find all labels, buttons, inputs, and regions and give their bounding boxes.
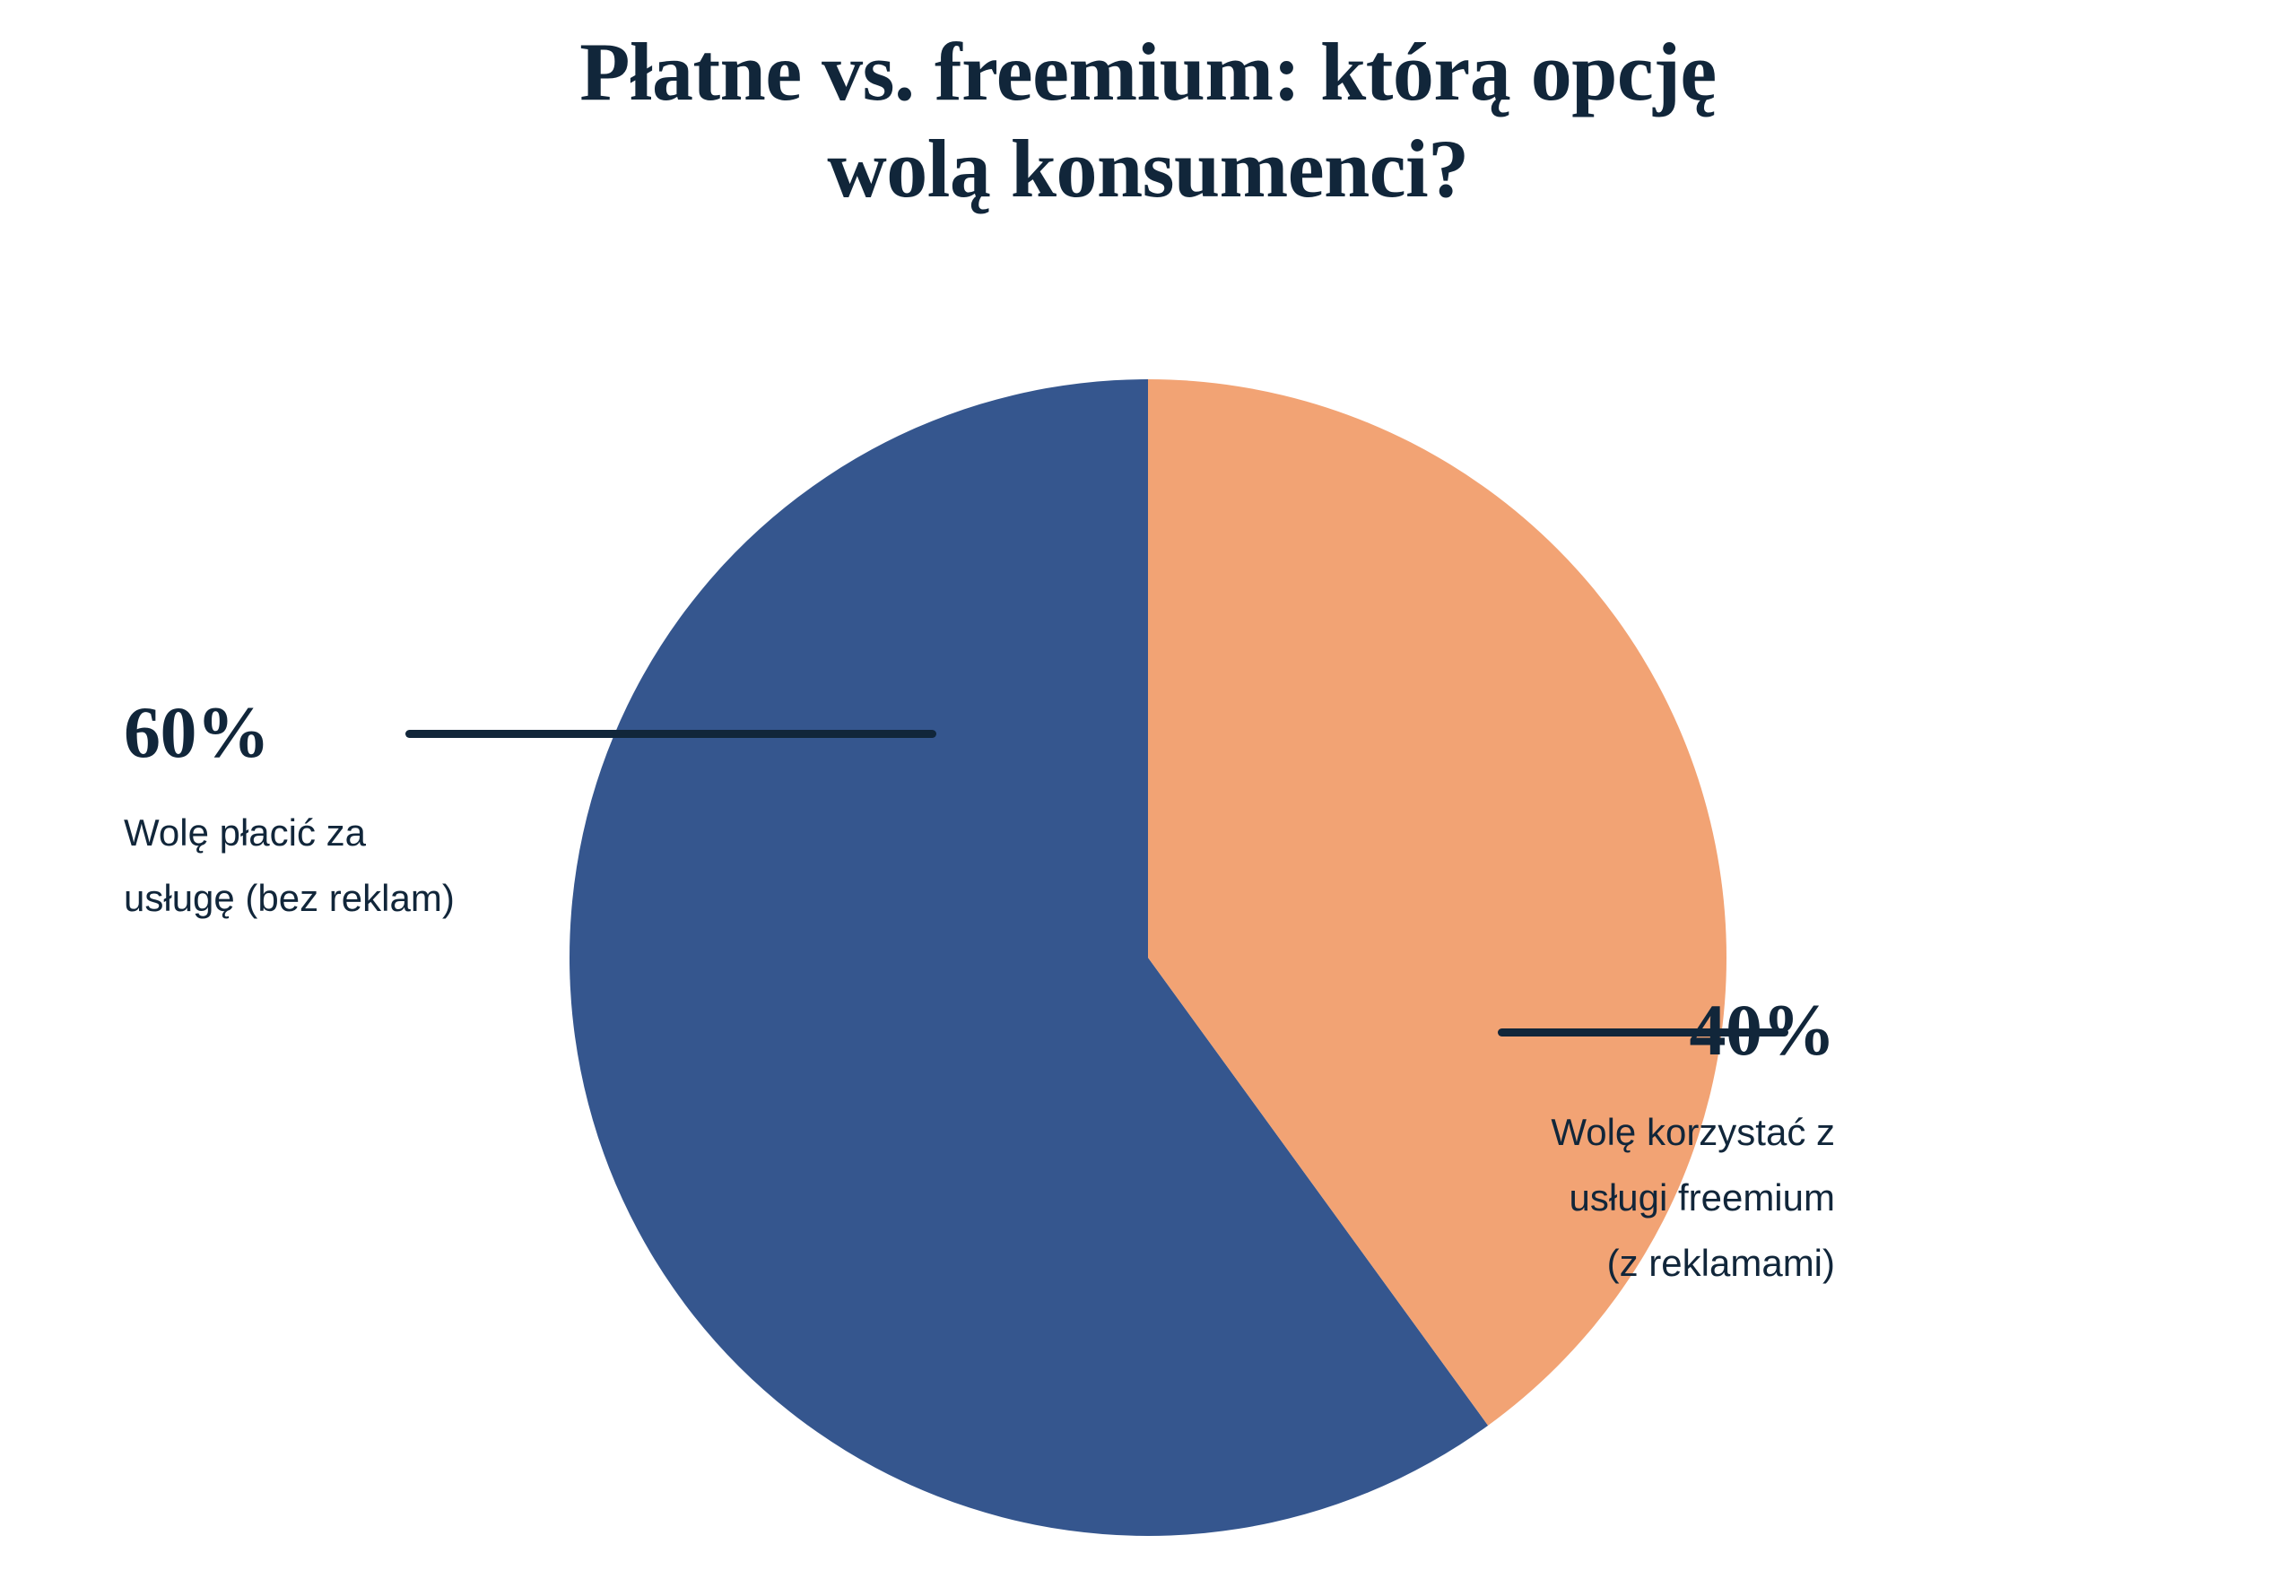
leader-line-paid: [405, 730, 936, 738]
callout-description-paid: Wolę płacić za usługę (bez reklam): [124, 811, 455, 919]
pie-chart-svg: [570, 379, 1727, 1536]
page-title: Płatne vs. freemium: którą opcję wolą ko…: [579, 26, 1717, 214]
callout-paid: 60% Wolę płacić za usługę (bez reklam): [124, 696, 554, 931]
leader-line-freemium: [1498, 1028, 1788, 1037]
pie-slice-freemium[interactable]: [1148, 379, 1727, 1426]
pie-chart: [570, 379, 1727, 1536]
callout-value-freemium: 40%: [1689, 989, 1836, 1071]
callout-value-paid: 60%: [124, 691, 270, 773]
callout-description-freemium: Wolę korzystać z usługi freemium (z rekl…: [1551, 1111, 1835, 1284]
callout-freemium: 40% Wolę korzystać z usługi freemium (z …: [1413, 993, 1835, 1296]
pie-slice-paid[interactable]: [570, 379, 1489, 1536]
